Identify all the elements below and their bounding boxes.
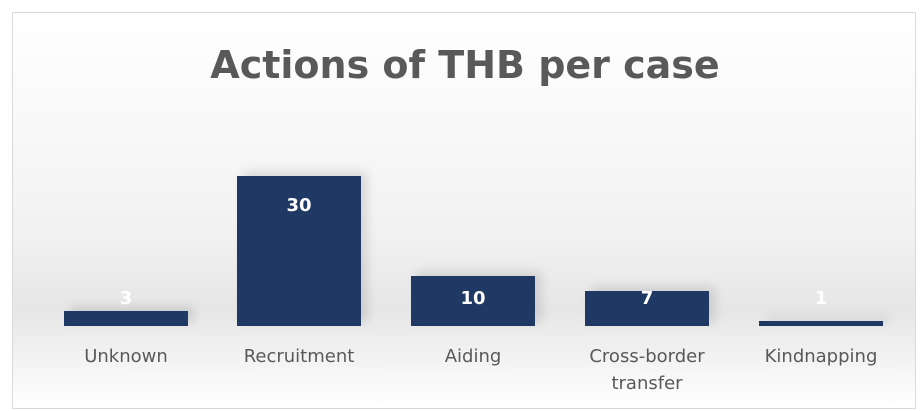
x-tick-label: Unknown [84, 346, 168, 367]
data-label: 10 [460, 288, 486, 309]
x-tick-label: Recruitment [243, 346, 355, 367]
chart: Actions of THB per case Unknown 3 Recruitm… [12, 12, 916, 409]
x-tick-label: Aiding [444, 346, 502, 367]
data-label: 1 [814, 288, 828, 309]
chart-title: Actions of THB per case [210, 43, 720, 87]
bar [64, 311, 188, 326]
data-label: 30 [286, 195, 312, 216]
bar [585, 291, 709, 326]
data-label: 7 [640, 288, 654, 309]
bar [237, 176, 361, 326]
data-label: 3 [119, 288, 133, 309]
bar [759, 321, 883, 326]
x-tick-label: Kindnapping [764, 346, 878, 367]
bar [411, 276, 535, 326]
x-tick-label: Cross-border transfer [589, 346, 705, 394]
